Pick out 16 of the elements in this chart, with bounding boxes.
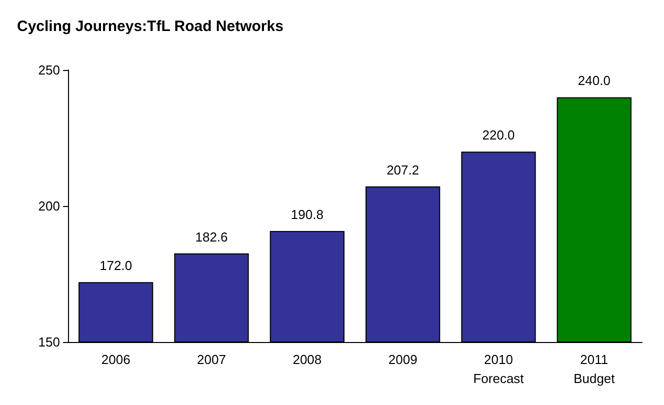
x-tick-label: 2006	[101, 352, 130, 367]
x-tick-label: 2007	[197, 352, 226, 367]
chart-title: Cycling Journeys:TfL Road Networks	[17, 18, 284, 35]
y-tick-label: 250	[38, 62, 60, 78]
data-label: 182.6	[195, 229, 228, 244]
data-label: 207.2	[386, 162, 420, 178]
data-label: 220.0	[482, 128, 515, 143]
data-label: 240.0	[578, 73, 610, 88]
data-label: 190.8	[290, 207, 324, 222]
x-tick-label: 2011 Budget	[574, 352, 616, 386]
y-tick-label: 200	[38, 198, 60, 214]
x-tick-label: 2010 Forecast	[473, 352, 524, 386]
x-tick-label: 2008	[292, 352, 322, 367]
data-label: 172.0	[100, 258, 132, 274]
x-tick-label: 2009	[388, 352, 418, 367]
y-tick-label: 150	[38, 334, 60, 350]
